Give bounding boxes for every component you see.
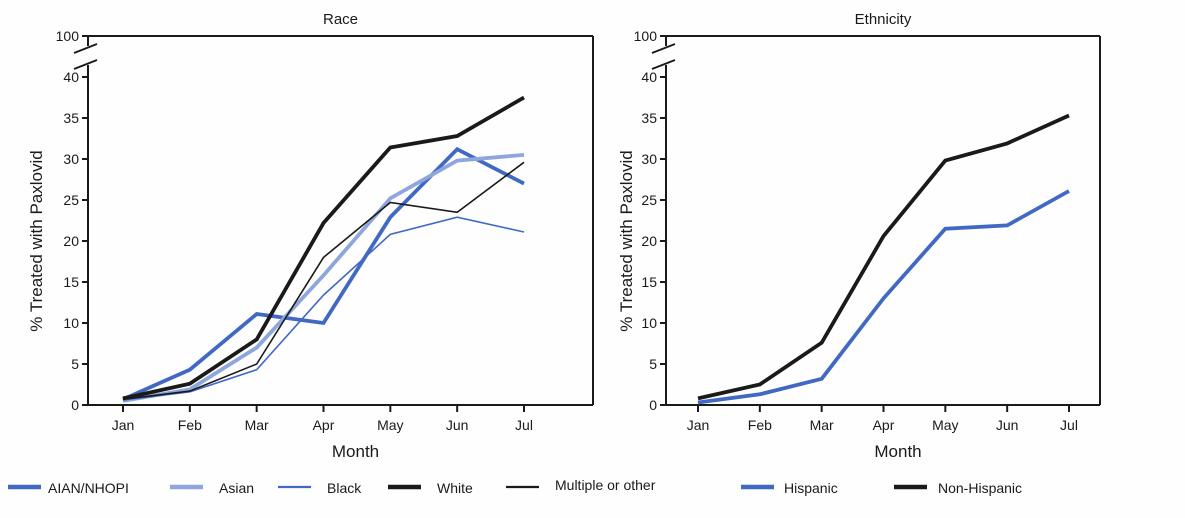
chart-title: Ethnicity — [855, 11, 912, 28]
y-tick-label: 20 — [641, 233, 657, 249]
x-tick-label: May — [932, 417, 958, 433]
x-tick-label: Feb — [178, 417, 202, 433]
x-tick-label: Feb — [748, 417, 772, 433]
y-axis-label: % Treated with Paxlovid — [617, 150, 636, 331]
x-tick-label: Jan — [687, 417, 710, 433]
x-tick-label: Apr — [873, 417, 895, 433]
x-tick-label: Jul — [1060, 417, 1078, 433]
y-tick-label: 15 — [641, 274, 657, 290]
y-tick-label: 40 — [63, 69, 79, 85]
series-line-hispanic — [697, 189, 1070, 405]
legend-item-white: White — [388, 480, 473, 496]
y-tick-label: 10 — [641, 315, 657, 331]
x-tick-label: Jul — [515, 417, 533, 433]
chart-title: Race — [323, 11, 358, 28]
legend-item-hispanic: Hispanic — [741, 480, 838, 496]
legend-label: Non-Hispanic — [938, 480, 1022, 496]
legend-label: Hispanic — [784, 480, 838, 496]
legend-item-black: Black — [278, 480, 362, 496]
axis-break-mark — [73, 59, 98, 70]
y-tick-label: 5 — [71, 356, 79, 372]
series-line-multiple-or-other — [122, 161, 525, 401]
legend-item-non-hispanic: Non-Hispanic — [894, 480, 1022, 496]
legend-item-asian: Asian — [170, 480, 254, 496]
x-axis-label: Month — [332, 442, 379, 461]
x-tick-label: Jun — [996, 417, 1019, 433]
x-tick-label: Mar — [245, 417, 269, 433]
y-tick-label: 25 — [63, 192, 79, 208]
x-tick-label: Jun — [446, 417, 469, 433]
axis-break-mark — [651, 43, 676, 54]
y-tick-label: 10 — [63, 315, 79, 331]
y-tick-label: 100 — [56, 28, 80, 44]
legend-label: Multiple or other — [555, 477, 656, 493]
x-axis-label: Month — [874, 442, 921, 461]
y-tick-label: 5 — [649, 356, 657, 372]
legend-item-aian-nhopi: AIAN/NHOPI — [8, 480, 129, 496]
series-line-asian — [122, 153, 525, 403]
y-tick-label: 20 — [63, 233, 79, 249]
series-line-aian-nhopi — [122, 146, 525, 402]
y-tick-label: 40 — [641, 69, 657, 85]
legend-label: Black — [327, 480, 362, 496]
legend-label: AIAN/NHOPI — [48, 480, 129, 496]
y-tick-label: 15 — [63, 274, 79, 290]
legend-label: White — [437, 480, 473, 496]
x-tick-label: Mar — [810, 417, 834, 433]
axis-break-mark — [73, 43, 98, 54]
legend-item-multiple-or-other: Multiple or other — [506, 477, 656, 493]
y-tick-label: 30 — [641, 151, 657, 167]
x-tick-label: Jan — [112, 417, 135, 433]
y-axis-label: % Treated with Paxlovid — [27, 150, 46, 331]
y-tick-label: 35 — [641, 110, 657, 126]
y-tick-label: 35 — [63, 110, 79, 126]
y-tick-label: 25 — [641, 192, 657, 208]
x-tick-label: Apr — [313, 417, 335, 433]
y-tick-label: 30 — [63, 151, 79, 167]
y-tick-label: 100 — [634, 28, 658, 44]
y-tick-label: 0 — [71, 397, 79, 413]
series-line-white — [122, 95, 525, 401]
axis-break-mark — [651, 59, 676, 70]
y-tick-label: 0 — [649, 397, 657, 413]
series-line-non-hispanic — [697, 113, 1070, 401]
legend-label: Asian — [219, 480, 254, 496]
x-tick-label: May — [377, 417, 403, 433]
chart-panel-ethnicity: Ethnicity 100 0 5 10 15 20 25 30 35 40 Jan Feb Mar Apr… — [617, 11, 1101, 496]
